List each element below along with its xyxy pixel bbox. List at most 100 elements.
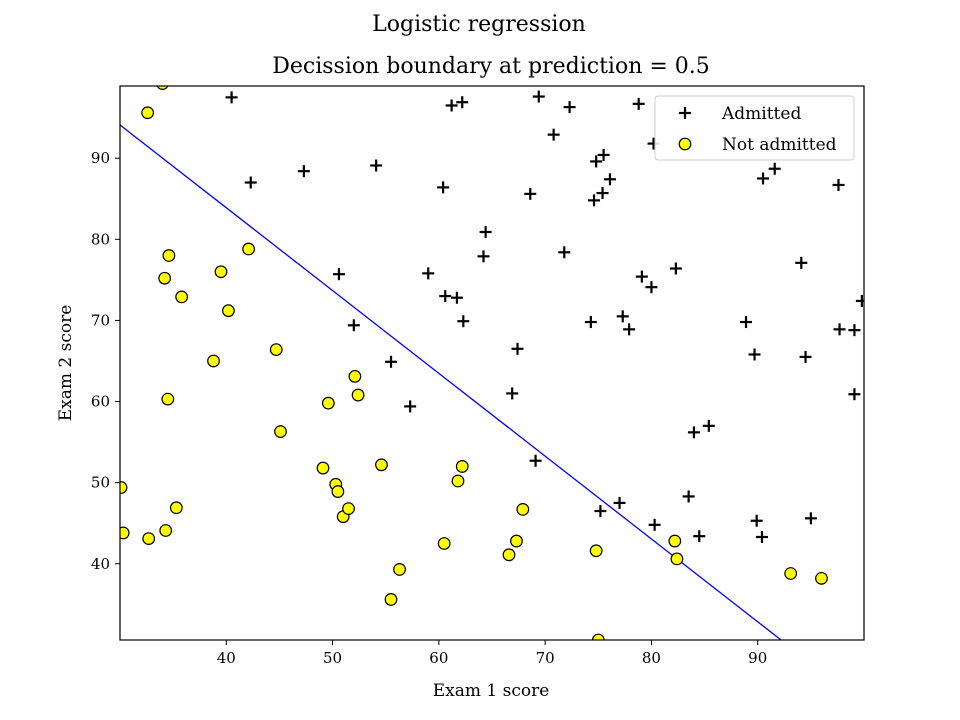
y-axis-label: Exam 2 score	[56, 305, 76, 422]
x-tick-label: 80	[642, 649, 661, 667]
admitted-point	[347, 319, 360, 332]
not-admitted-point	[214, 265, 228, 279]
admitted-point	[532, 90, 545, 103]
y-tick-label: 90	[91, 149, 110, 167]
admitted-point	[594, 505, 607, 518]
not-admitted-point	[120, 526, 130, 540]
x-axis-label: Exam 1 score	[433, 681, 550, 701]
admitted-point	[456, 96, 469, 109]
not-admitted-point	[158, 271, 172, 285]
admitted-point	[445, 99, 458, 112]
admitted-point	[669, 262, 682, 275]
not-admitted-point	[321, 396, 335, 410]
admitted-point	[768, 162, 781, 175]
x-tick-label: 90	[748, 649, 767, 667]
not-admitted-point	[348, 369, 362, 383]
legend-label-admitted: Admitted	[721, 104, 801, 124]
x-tick-label: 70	[536, 649, 555, 667]
admitted-point	[590, 155, 603, 168]
admitted-point	[563, 101, 576, 114]
y-tick-label: 50	[91, 474, 110, 492]
not-admitted-point	[668, 534, 682, 548]
admitted-point	[297, 165, 310, 178]
axis-ticks: 40 50 60 70 80 90 40 50 60 70 80 90	[91, 149, 767, 667]
not-admitted-point	[269, 343, 283, 357]
admitted-point	[848, 324, 861, 337]
not-admitted-point	[510, 534, 523, 548]
x-tick-label: 50	[323, 649, 342, 667]
admitted-point	[558, 246, 571, 259]
admitted-point	[795, 256, 808, 269]
not-admitted-point	[342, 502, 355, 515]
admitted-point	[616, 310, 629, 323]
not-admitted-point	[502, 548, 516, 562]
decision-boundary-line	[120, 124, 782, 640]
admitted-point	[623, 323, 636, 336]
x-tick-label: 60	[429, 649, 448, 667]
admitted-point	[848, 388, 861, 401]
not-admitted-point	[274, 425, 287, 438]
not-admitted-point	[316, 461, 330, 475]
admitted-point	[635, 270, 648, 283]
admitted-point	[693, 530, 706, 543]
not-admitted-point	[242, 242, 256, 256]
admitted-point	[529, 454, 542, 467]
y-tick-label: 40	[91, 555, 110, 573]
not-admitted-point	[455, 460, 469, 473]
admitted-point	[422, 267, 435, 280]
admitted-point	[648, 518, 661, 531]
legend-marker-admitted	[679, 107, 691, 119]
admitted-point	[740, 316, 753, 329]
not-admitted-point	[451, 474, 465, 488]
admitted-point	[613, 496, 626, 509]
admitted-point	[584, 316, 597, 329]
admitted-point	[439, 290, 452, 303]
admitted-point	[750, 514, 763, 527]
not-admitted-point	[142, 532, 156, 546]
admitted-point	[450, 291, 463, 304]
admitted-point	[632, 97, 645, 110]
not-admitted-point	[351, 388, 365, 402]
not-admitted-point	[175, 290, 189, 304]
admitted-point	[597, 148, 610, 161]
not-admitted-point	[159, 524, 173, 537]
admitted-point	[748, 348, 761, 361]
not-admitted-point	[516, 503, 530, 516]
legend: Admitted Not admitted	[654, 95, 855, 161]
admitted-point	[757, 172, 770, 185]
admitted-point	[506, 387, 519, 400]
admitted-point	[437, 181, 450, 194]
chart-suptitle: Logistic regression	[372, 12, 586, 37]
admitted-point	[404, 400, 417, 413]
admitted-point	[547, 128, 560, 141]
not-admitted-point	[141, 106, 155, 120]
admitted-point	[511, 342, 524, 355]
not-admitted-point	[437, 537, 451, 550]
not-admitted-point	[384, 593, 398, 606]
not-admitted-point	[375, 458, 388, 472]
admitted-point	[588, 194, 601, 207]
not-admitted-point	[222, 304, 235, 318]
not-admitted-point	[591, 633, 605, 640]
admitted-point	[385, 355, 398, 368]
admitted-point	[524, 187, 537, 200]
x-tick-label: 40	[217, 649, 236, 667]
admitted-point	[370, 159, 383, 172]
admitted-point	[832, 178, 845, 191]
admitted-point	[225, 91, 238, 104]
plot-frame	[119, 85, 865, 641]
not-admitted-point	[670, 552, 684, 566]
admitted-point	[702, 419, 715, 432]
y-tick-label: 80	[91, 230, 110, 248]
admitted-point	[479, 226, 492, 239]
chart-title: Decission boundary at prediction = 0.5	[272, 54, 710, 79]
legend-box	[654, 95, 855, 161]
admitted-point	[457, 315, 470, 328]
admitted-point	[596, 187, 609, 200]
admitted-point	[244, 176, 257, 189]
not-admitted-point	[161, 392, 175, 406]
admitted-point	[332, 268, 345, 281]
not-admitted-point	[120, 481, 128, 494]
